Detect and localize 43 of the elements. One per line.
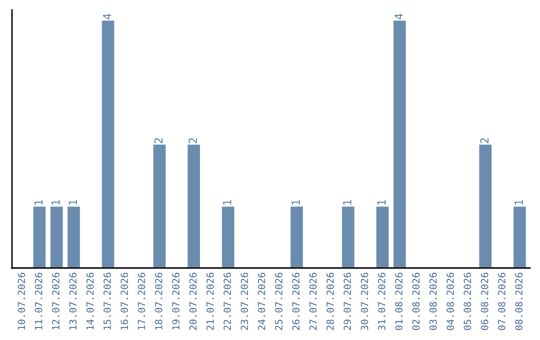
data-label: 4 [103,14,112,20]
x-tick-label: 13.07.2026 [69,272,77,330]
x-tick-label: 05.08.2026 [464,272,472,330]
x-tick-label: 11.07.2026 [34,272,42,330]
data-label: 1 [223,200,232,205]
x-tick-label: 18.07.2026 [155,272,162,330]
x-tick-label: 10.07.2026 [18,272,26,330]
x-tick-label: 06.08.2026 [480,272,488,330]
data-label: 1 [34,200,43,205]
x-tick-label: 24.07.2026 [258,272,266,330]
x-tick-label: 21.07.2026 [206,272,214,330]
x-tick-label: 25.07.2026 [275,272,282,330]
x-tick-label: 31.07.2026 [378,272,386,330]
x-tick-label: 30.07.2026 [360,272,368,330]
x-tick-label: 19.07.2026 [172,272,180,330]
x-tick-label: 15.07.2026 [104,272,111,330]
x-tick-label: 08.08.2026 [515,272,523,330]
x-tick-label: 29.07.2026 [344,272,352,330]
x-tick-label: 12.07.2026 [52,272,60,330]
data-label: 2 [154,138,163,144]
data-label: 2 [188,138,197,144]
x-tick-label: 01.08.2026 [395,272,402,330]
x-tick-label: 20.07.2026 [189,272,197,330]
x-tick-label: 23.07.2026 [240,272,248,330]
data-label: 1 [377,200,386,205]
data-label: 1 [292,200,300,205]
x-tick-label: 27.07.2026 [309,272,317,330]
x-tick-label: 17.07.2026 [138,272,146,330]
data-label: 1 [514,200,523,205]
data-label: 4 [394,14,403,20]
x-tick-label: 28.07.2026 [326,272,334,330]
data-label: 1 [68,200,77,205]
x-tick-label: 04.08.2026 [446,272,454,330]
x-tick-label: 22.07.2026 [224,272,231,330]
data-label: 1 [343,200,352,205]
x-tick-label: 02.08.2026 [412,272,420,330]
x-tick-label: 26.07.2026 [292,272,300,330]
x-tick-label: 07.08.2026 [498,272,506,330]
x-tick-label: 16.07.2026 [120,272,128,330]
x-tick-label: 14.07.2026 [86,272,94,330]
data-label: 1 [52,200,60,205]
x-tick-label: 03.08.2026 [429,272,437,330]
data-label: 2 [480,138,488,144]
